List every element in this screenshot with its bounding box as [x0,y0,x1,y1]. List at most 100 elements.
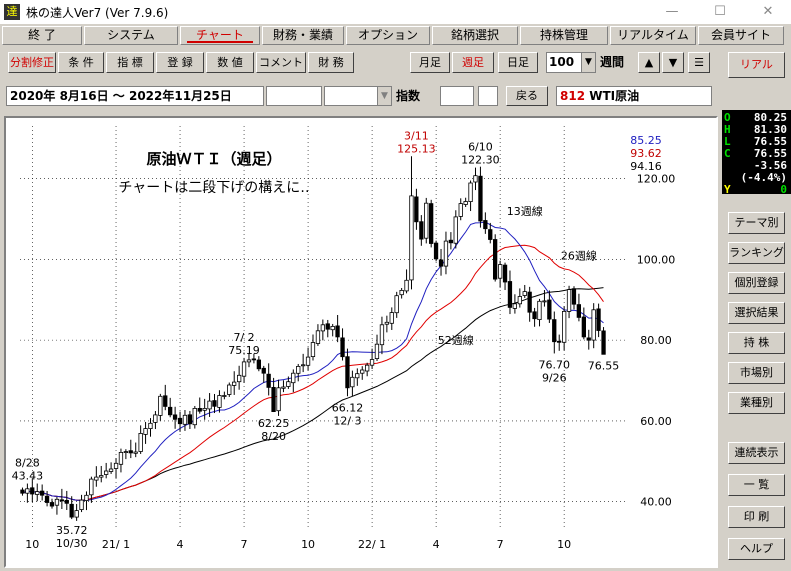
candle-body [581,316,586,338]
candle-body [507,281,513,308]
menu-exit[interactable]: 終 了 [2,26,82,45]
daily-button[interactable]: 日足 [498,52,538,73]
candle-body [104,470,109,475]
price-annotation: 6/10 [468,141,493,154]
register-button[interactable]: 登 録 [156,52,204,73]
menu-finance[interactable]: 財務・業績 [262,26,344,45]
financial-button[interactable]: 財 務 [308,52,354,73]
period-unit-label: 週間 [600,55,625,69]
candle-body [448,239,454,244]
candle-body [271,386,276,412]
theme-button[interactable]: テーマ別 [728,212,785,234]
candle-body [118,451,124,465]
menu-holdings[interactable]: 持株管理 [520,26,608,45]
candle-body [236,374,242,383]
menu-system[interactable]: システム [84,26,178,45]
price-annotation: 10/30 [56,537,88,550]
menu-lines-icon[interactable]: ☰ [688,52,710,73]
chart-canvas: 120.00 100.00 80.00 60.00 40.00 10 21/ 1 4 7 10 22… [12,126,676,551]
monthly-button[interactable]: 月足 [410,52,450,73]
candle-body [163,395,168,407]
scroll-up-icon[interactable]: ▲ [638,52,660,73]
chevron-down-icon[interactable]: ▼ [377,87,391,105]
candle-body [202,407,207,411]
candle-body [557,340,562,343]
x-tick-label: 7 [241,538,248,551]
candle-body [222,395,227,397]
candle-body [379,324,385,346]
candlestick-chart[interactable]: 120.00 100.00 80.00 60.00 40.00 10 21/ 1 4 7 10 22… [4,116,718,568]
candle-body [576,304,581,318]
weekly-button[interactable]: 週足 [452,52,494,73]
price-annotation: 3/11 [404,129,429,142]
candle-body [99,475,104,478]
print-button[interactable]: 印 刷 [728,506,785,528]
close-icon[interactable]: ✕ [762,4,774,19]
candle-body [35,491,40,495]
price-annotation: 8/28 [15,457,40,470]
candle-body [148,422,153,429]
price-annotation: 43.43 [12,470,44,483]
candle-body [286,381,291,387]
y-tick-label: 120.00 [637,173,676,186]
menu-member-site[interactable]: 会員サイト [698,26,784,45]
menu-options[interactable]: オプション [346,26,430,45]
candle-body [502,264,508,283]
index-select[interactable]: ▼ [324,86,392,106]
candle-body [596,308,601,331]
blank-field [440,86,474,106]
price-annotation: 76.55 [588,359,620,372]
price-change: -3.56 [753,159,787,172]
candle-body [217,395,222,408]
help-button[interactable]: ヘルプ [728,538,785,560]
menu-chart[interactable]: チャート [180,26,260,45]
candle-body [182,414,188,425]
candle-body [532,311,537,320]
market-button[interactable]: 市場別 [728,362,785,384]
comment-button[interactable]: コメント [256,52,306,73]
ranking-button[interactable]: ランキング [728,242,785,264]
condition-button[interactable]: 条 件 [58,52,104,73]
back-button[interactable]: 戻る [506,86,548,106]
period-count-value: 100 [549,55,575,69]
period-count-select[interactable]: 100 ▼ [546,52,596,73]
candle-body [89,478,94,496]
chevron-down-icon[interactable]: ▼ [581,53,595,72]
scroll-down-icon[interactable]: ▼ [662,52,684,73]
candle-body [74,510,79,518]
minimize-icon[interactable]: — [665,4,679,19]
candle-body [492,239,498,280]
split-adjust-button[interactable]: 分割修正 [8,52,56,73]
list-button[interactable]: 一 覧 [728,474,785,496]
candle-body [355,373,360,379]
menu-realtime[interactable]: リアルタイム [610,26,696,45]
holdings-button[interactable]: 持 株 [728,332,785,354]
realtime-button[interactable]: リアル [728,52,785,78]
selection-result-button[interactable]: 選択結果 [728,302,785,324]
candle-body [374,343,380,359]
candle-body [296,365,301,374]
candle-body [172,414,178,420]
candle-body [473,175,478,183]
indicator-button[interactable]: 指 標 [106,52,154,73]
blank-field [266,86,322,106]
date-range-field[interactable]: 2020年 8月16日 ～ 2022年11月25日 [6,86,264,106]
menu-stock-select[interactable]: 銘柄選択 [432,26,518,45]
y-tick-label: 100.00 [637,253,676,266]
candle-body [522,291,527,296]
candle-body [158,395,163,416]
values-button[interactable]: 数 値 [206,52,254,73]
candle-body [305,356,311,366]
individual-register-button[interactable]: 個別登録 [728,272,785,294]
continuous-display-button[interactable]: 連続表示 [728,442,785,464]
candle-body [69,503,74,518]
maximize-icon[interactable]: ☐ [714,4,726,19]
candle-body [399,289,404,296]
candle-body [424,202,429,239]
candle-body [571,288,577,305]
sector-button[interactable]: 業種別 [728,392,785,414]
security-field[interactable]: 812 WTI原油 [556,86,712,106]
main-menu: 終 了 システム チャート 財務・業績 オプション 銘柄選択 持株管理 リアルタ… [0,24,791,46]
candle-body [123,451,128,454]
window-title: 株の達人Ver7 (Ver 7.9.6) [26,5,169,20]
